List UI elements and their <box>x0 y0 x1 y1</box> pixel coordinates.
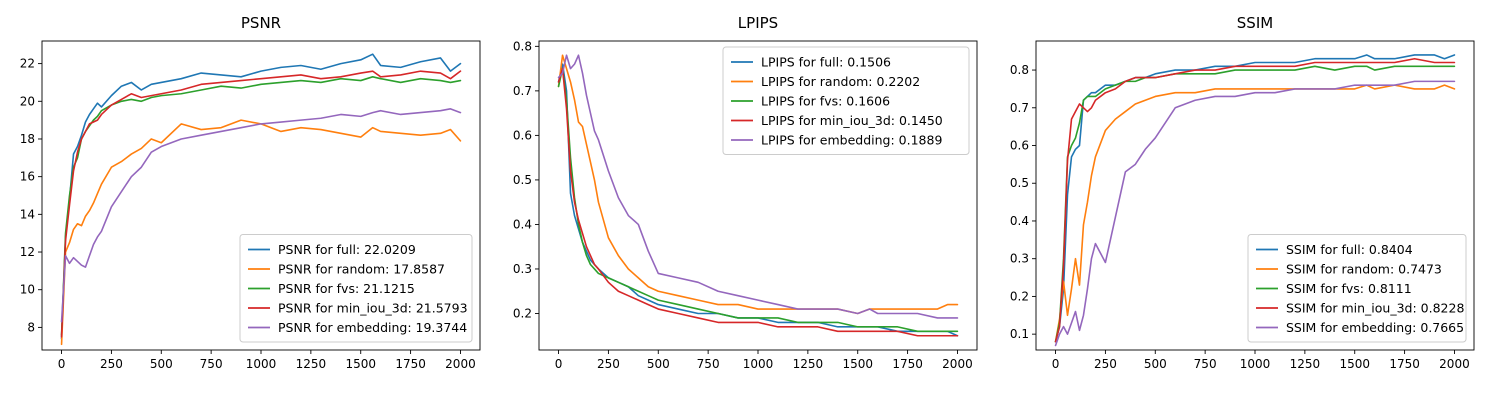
series-line-0-0 <box>60 53 462 340</box>
chart-title-0: PSNR <box>241 14 281 32</box>
x-tick-label-2-2: 500 <box>1144 357 1167 371</box>
legend-box-0 <box>239 234 473 343</box>
legend-box-2 <box>1247 234 1467 343</box>
legend-label-1-4: LPIPS for embedding: 0.1889 <box>761 133 942 148</box>
legend-label-1-1: LPIPS for random: 0.2202 <box>761 74 920 89</box>
y-tick-label-1-6: 0.8 <box>513 39 532 53</box>
y-tick-label-2-0: 0.1 <box>1010 327 1029 341</box>
y-tick-label-2-2: 0.3 <box>1010 252 1029 266</box>
y-tick-label-1-0: 0.2 <box>513 306 532 320</box>
legend-label-1-0: LPIPS for full: 0.1506 <box>761 55 891 70</box>
y-tick-label-0-7: 22 <box>20 57 35 71</box>
y-tick-label-2-3: 0.4 <box>1010 214 1029 228</box>
y-tick-label-2-5: 0.6 <box>1010 139 1029 153</box>
x-tick-label-0-2: 500 <box>150 357 173 371</box>
y-tick-label-0-0: 8 <box>27 320 35 334</box>
legend-label-0-3: PSNR for min_iou_3d: 21.5793 <box>278 301 468 316</box>
legend-box-1 <box>722 46 970 155</box>
y-tick-label-2-6: 0.7 <box>1010 101 1029 115</box>
x-tick-label-0-3: 750 <box>200 357 223 371</box>
chart-title-1: LPIPS <box>738 14 778 32</box>
y-tick-label-1-4: 0.6 <box>513 128 532 142</box>
y-tick-label-2-4: 0.5 <box>1010 176 1029 190</box>
y-tick-label-0-2: 12 <box>20 245 35 259</box>
x-tick-label-1-4: 1000 <box>743 357 774 371</box>
y-tick-label-0-4: 16 <box>20 170 35 184</box>
series-line-1-3 <box>557 67 959 337</box>
legend-label-2-2: SSIM for fvs: 0.8111 <box>1286 281 1412 296</box>
x-tick-label-2-7: 1750 <box>1389 357 1420 371</box>
y-tick-label-0-1: 10 <box>20 283 35 297</box>
x-tick-label-0-1: 250 <box>100 357 123 371</box>
legend-label-1-2: LPIPS for fvs: 0.1606 <box>761 94 890 109</box>
x-tick-label-2-6: 1500 <box>1339 357 1370 371</box>
x-tick-label-1-1: 250 <box>597 357 620 371</box>
y-tick-label-0-5: 18 <box>20 132 35 146</box>
x-tick-label-1-2: 500 <box>647 357 670 371</box>
legend-label-0-1: PSNR for random: 17.8587 <box>278 262 445 277</box>
x-tick-label-1-6: 1500 <box>842 357 873 371</box>
legend-label-0-0: PSNR for full: 22.0209 <box>278 242 416 257</box>
legend-label-1-3: LPIPS for min_iou_3d: 0.1450 <box>761 113 943 128</box>
series-line-1-4 <box>557 54 959 319</box>
y-tick-label-2-1: 0.2 <box>1010 289 1029 303</box>
chart-title-2: SSIM <box>1237 14 1273 32</box>
y-tick-label-0-3: 14 <box>20 207 35 221</box>
x-tick-label-2-8: 2000 <box>1439 357 1470 371</box>
series-line-2-4 <box>1054 80 1456 347</box>
x-tick-label-1-8: 2000 <box>942 357 973 371</box>
y-tick-label-1-5: 0.7 <box>513 84 532 98</box>
x-tick-label-1-3: 750 <box>697 357 720 371</box>
y-tick-label-0-6: 20 <box>20 94 35 108</box>
x-tick-label-0-6: 1500 <box>345 357 376 371</box>
series-line-1-2 <box>557 67 959 333</box>
x-tick-label-1-5: 1250 <box>793 357 824 371</box>
x-tick-label-0-5: 1250 <box>296 357 327 371</box>
legend-label-0-4: PSNR for embedding: 19.3744 <box>278 320 467 335</box>
x-tick-label-2-4: 1000 <box>1240 357 1271 371</box>
series-line-0-4 <box>60 108 462 323</box>
x-tick-label-0-8: 2000 <box>445 357 476 371</box>
series-line-2-1 <box>1054 84 1456 343</box>
x-tick-label-0-0: 0 <box>58 357 66 371</box>
x-tick-label-0-4: 1000 <box>246 357 277 371</box>
legend-label-2-0: SSIM for full: 0.8404 <box>1286 242 1413 257</box>
y-tick-label-1-2: 0.4 <box>513 217 532 231</box>
series-line-1-1 <box>557 54 959 315</box>
x-tick-label-2-0: 0 <box>1052 357 1060 371</box>
x-tick-label-1-7: 1750 <box>892 357 923 371</box>
x-tick-label-2-5: 1250 <box>1290 357 1321 371</box>
series-line-2-0 <box>1054 54 1456 343</box>
y-tick-label-1-3: 0.5 <box>513 173 532 187</box>
x-tick-label-1-0: 0 <box>555 357 563 371</box>
x-tick-label-2-1: 250 <box>1094 357 1117 371</box>
x-tick-label-2-3: 750 <box>1194 357 1217 371</box>
legend-label-2-1: SSIM for random: 0.7473 <box>1286 262 1442 277</box>
legend-label-2-4: SSIM for embedding: 0.7665 <box>1286 320 1464 335</box>
y-tick-label-2-7: 0.8 <box>1010 63 1029 77</box>
legend-label-2-3: SSIM for min_iou_3d: 0.8228 <box>1286 301 1464 316</box>
legend-label-0-2: PSNR for fvs: 21.1215 <box>278 281 415 296</box>
series-line-2-3 <box>1054 57 1456 343</box>
x-tick-label-0-7: 1750 <box>395 357 426 371</box>
series-line-0-1 <box>60 119 462 346</box>
series-line-0-3 <box>60 70 462 338</box>
y-tick-label-1-1: 0.3 <box>513 262 532 276</box>
